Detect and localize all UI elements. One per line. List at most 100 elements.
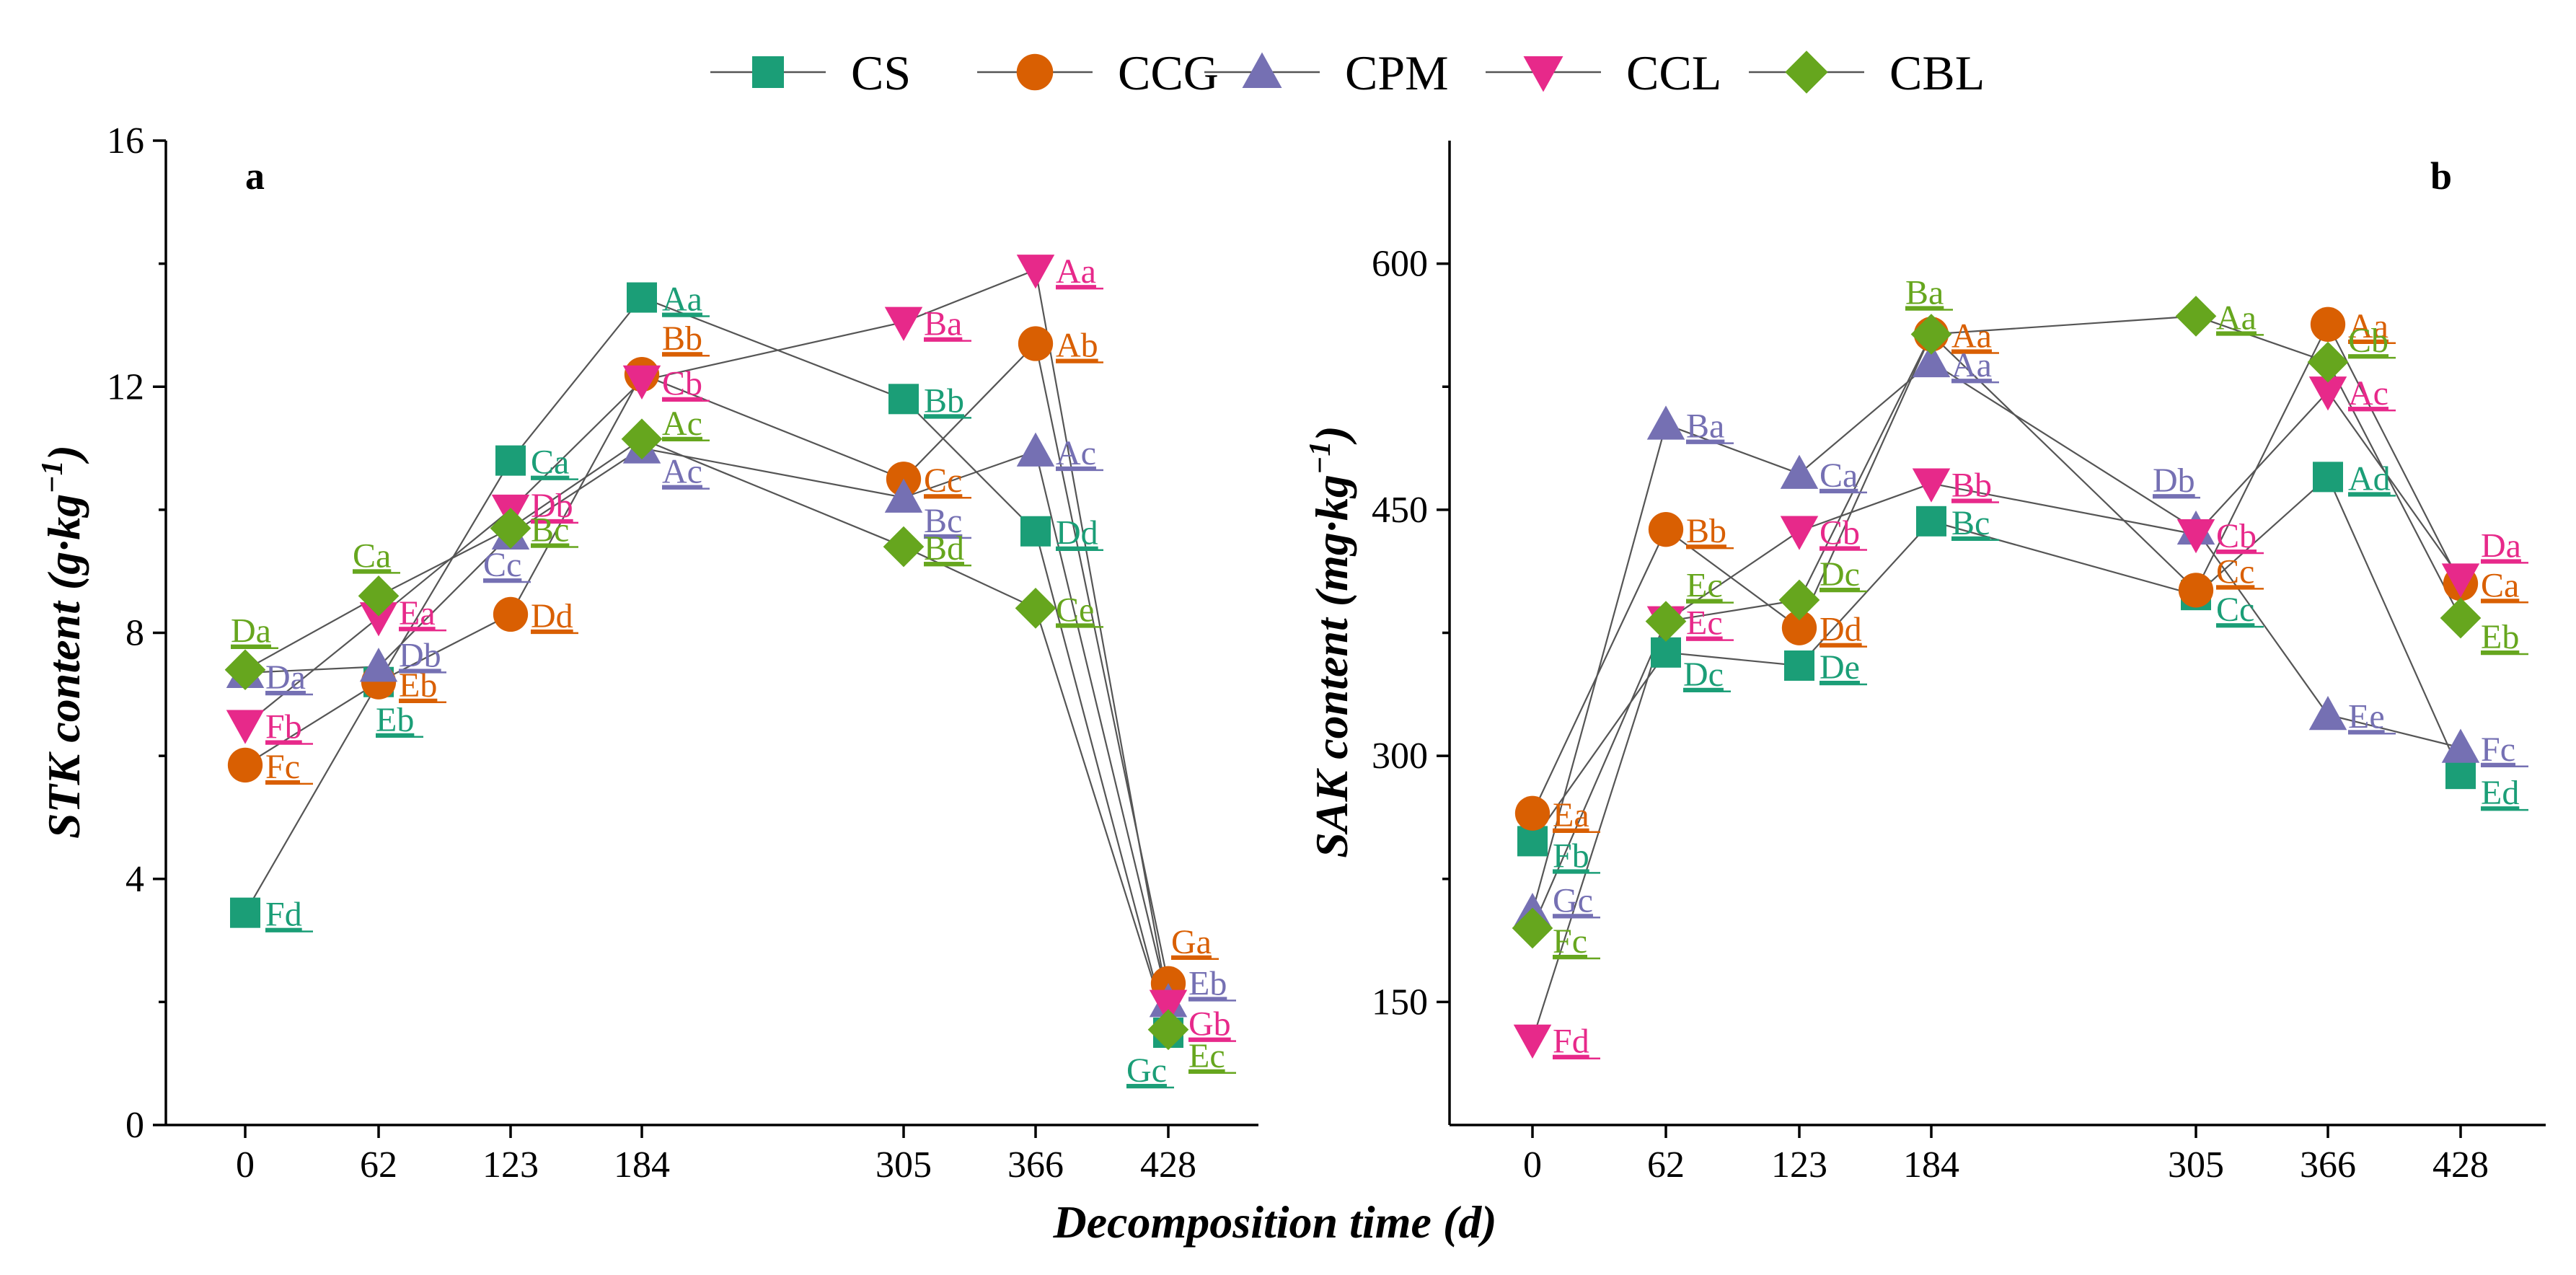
panel-a-point-label-ccg: Bb [662,319,702,358]
legend-label-cs: CS [851,45,911,100]
panel-a-y-tick-label: 16 [107,120,144,162]
panel-b: b SAK content (mg·kg−1) 150 300 450 600 0 62 1… [1304,141,2546,1186]
panel-a-point-label-cpm: Bc [924,502,962,540]
panel-b-x-tick-label: 428 [2432,1144,2489,1186]
panel-a-point-cpm [884,478,923,513]
panel-a-point-label-ccg: Ga [1171,923,1212,961]
panel-a-point-label-ccl: Ea [399,594,436,632]
panel-a-x-tick-label: 305 [875,1144,932,1186]
panel-b-y-tick-label: 450 [1372,490,1428,531]
panel-a-point-ccl [359,602,398,637]
panel-b-point-label-ccg: Dd [1819,611,1862,649]
panel-b-point-label-ccl: Ac [2348,374,2388,412]
panel-b-point-label-cbl: Ec [1686,567,1723,605]
panel-b-label: b [2430,154,2452,198]
panel-b-point-cbl [2307,341,2349,383]
panel-b-point-cbl [1778,579,1820,621]
panel-a-point-ccl [622,365,661,400]
panel-b-point-cbl [2440,597,2482,639]
panel-b-point-cbl [2175,296,2217,337]
panel-b-point-label-cpm: Db [2153,462,2195,500]
panel-b-point-cs [1784,650,1814,681]
panel-b-point-cbl [1645,601,1687,642]
panel-b-y-tick-label: 150 [1372,981,1428,1023]
panel-a-point-ccg [493,596,529,632]
panel-a-point-label-ccg: Cc [924,462,962,500]
panel-b-point-cs [2445,759,2476,790]
panel-a-point-ccl [1016,255,1055,289]
legend-marker-cs [752,56,784,88]
panel-b-point-label-ccg: Cc [2216,552,2254,591]
panel-b-point-label-cs: Bc [1951,504,1990,542]
panel-b-point-ccg [1781,610,1817,645]
panel-a-point-label-cbl: Ec [1188,1037,1225,1075]
panel-a-point-label-cpm: Da [265,658,306,697]
panel-b-point-label-ccl: Cb [1819,513,1860,552]
panel-b-point-label-ccg: Aa [2348,307,2388,345]
panel-a-point-label-cpm: Ac [662,453,702,491]
panel-a-x-tick-label: 62 [360,1144,397,1186]
panel-a-point-label-cbl: Ca [353,537,391,575]
panel-b-point-label-cpm: Fc [2481,731,2515,769]
panel-a-point-cs [1020,516,1051,547]
panel-a-y-tick-label: 12 [107,366,144,407]
panel-b-point-cpm [2441,728,2480,763]
panel-b-point-label-ccl: Bb [1951,466,1992,504]
panel-b-point-ccl [2441,563,2480,598]
panel-b-point-ccl [2308,376,2347,411]
panel-b-x-tick-label: 123 [1771,1144,1827,1186]
panel-a-point-label-ccl: Ba [924,305,962,343]
panel-a-point-cs [627,282,657,313]
legend-label-cbl: CBL [1889,45,1985,100]
panel-a-y-tick-label: 4 [125,859,144,900]
panel-b-point-label-cpm: Aa [1951,346,1992,384]
panel-b-x-tick-label: 0 [1523,1144,1542,1186]
panel-a-x-tick-label: 123 [482,1144,539,1186]
panel-b-point-label-cs: Ad [2348,459,2391,498]
panel-a-point-cbl [490,508,531,549]
panel-a-x-tick-label: 0 [236,1144,255,1186]
legend-marker-cpm [1242,52,1282,88]
panel-b-point-label-cpm: Ba [1686,407,1724,446]
legend-label-ccl: CCL [1626,45,1721,100]
panel-b-point-label-ccl: Fd [1553,1023,1589,1061]
panel-a-point-label-cpm: Db [399,636,441,674]
panel-a-point-cbl [621,418,663,460]
panel-b-point-label-cbl: Fc [1553,922,1587,961]
panel-a-point-cs [230,897,260,928]
panel-b-point-label-ccl: Ec [1686,604,1723,643]
panel-b-point-label-ccg: Ea [1553,796,1589,834]
panel-a-point-label-cs: Dd [1056,514,1098,552]
panel-a-point-cbl [358,575,400,617]
panel-b-point-cpm [1780,454,1819,489]
panel-a-point-label-cbl: Da [231,612,271,650]
panel-a-point-label-cpm: Eb [1188,964,1227,1002]
y-axis-label-b: SAK content (mg·kg−1) [1304,425,1357,857]
panel-b-point-cpm [1912,343,1951,378]
panel-a-point-label-ccl: Fb [265,707,302,746]
panel-a-y-tick-label: 0 [125,1105,144,1146]
panel-b-point-label-cpm: Gc [1553,881,1593,919]
panel-b-point-ccg [2178,573,2214,608]
panel-a-point-cs [495,445,526,476]
panel-b-point-label-cpm: Ee [2348,697,2385,736]
panel-a-point-label-cbl: Bc [531,511,569,549]
panel-b-point-ccg [1514,795,1551,831]
panel-a-point-ccg [227,747,263,783]
panel-a-point-label-cs: Gc [1126,1051,1167,1090]
panel-b-point-ccg [2310,306,2346,342]
panel-a-point-label-ccg: Dd [531,597,573,635]
panel-a-x-tick-label: 428 [1140,1144,1196,1186]
panel-b-point-label-cbl: Cb [2348,322,2388,360]
panel-a-point-label-cpm: Cc [483,546,521,584]
panel-a-x-tick-label: 366 [1007,1144,1064,1186]
panel-a-point-label-cs: Fd [265,896,302,934]
panel-b-point-cbl [1512,907,1553,949]
panel-b-x-tick-label: 366 [2300,1144,2356,1186]
legend-marker-ccg [1016,53,1054,91]
panel-b-point-label-cs: Cc [2216,591,2254,629]
panel-b-point-label-ccg: Aa [1951,317,1992,355]
panel-a-point-cbl [883,526,925,568]
panel-b-point-ccl [1780,516,1819,550]
panel-a-point-cpm [1016,432,1055,467]
